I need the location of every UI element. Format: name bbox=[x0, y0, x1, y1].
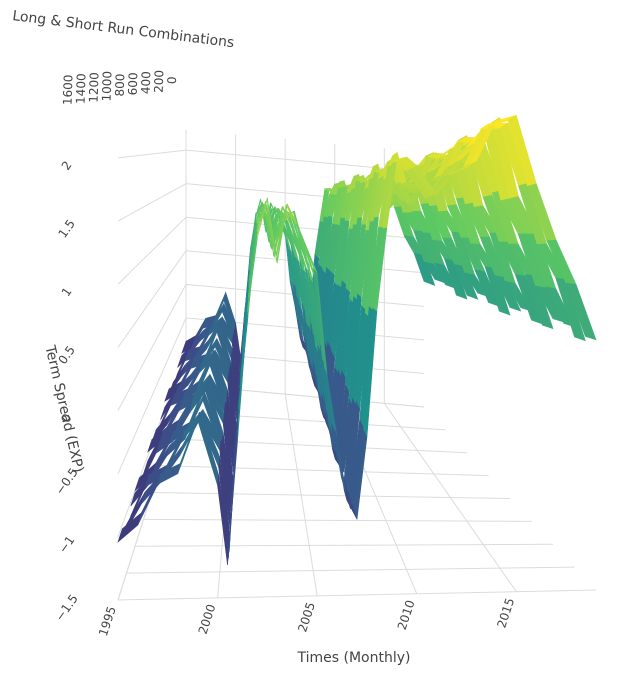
wall-grid-line bbox=[185, 216, 425, 240]
surface-patch bbox=[444, 258, 468, 300]
floor-grid-line bbox=[126, 566, 575, 574]
x-tick-label: 2015 bbox=[494, 596, 517, 629]
side-grid-line bbox=[117, 317, 187, 474]
x-axis-title: Times (Monthly) bbox=[297, 650, 411, 666]
z-tick-label: −1 bbox=[56, 533, 78, 556]
y-tick-label: 200 bbox=[152, 70, 167, 93]
surface-patch bbox=[555, 277, 586, 342]
z-tick-label: 1 bbox=[59, 285, 75, 299]
y-tick-label: 0 bbox=[165, 76, 179, 84]
side-grid-line bbox=[117, 216, 187, 285]
x-tick-label: 2005 bbox=[295, 600, 318, 633]
y-axis-title: Long & Short Run Combinations bbox=[12, 8, 236, 51]
surface bbox=[117, 114, 597, 565]
side-grid-line bbox=[117, 183, 187, 222]
y-tick-label: 600 bbox=[126, 72, 141, 95]
floor-grid-line bbox=[383, 403, 517, 592]
y-tick-label: 1400 bbox=[73, 73, 88, 104]
surface-patch bbox=[454, 264, 479, 300]
y-tick-label: 400 bbox=[139, 71, 154, 94]
floor-grid-line bbox=[143, 518, 532, 522]
floor-grid-line bbox=[160, 465, 489, 477]
z-tick-label: 2 bbox=[59, 158, 75, 172]
y-tick-label: 1200 bbox=[86, 72, 101, 103]
surface-patch bbox=[494, 275, 522, 312]
y-tick-label: 1000 bbox=[99, 71, 114, 102]
x-tick-label: 2000 bbox=[196, 603, 219, 636]
y-tick-label: 1600 bbox=[60, 74, 75, 105]
x-tick-label: 1995 bbox=[96, 605, 119, 638]
floor-grid-line bbox=[117, 589, 597, 601]
side-grid-line bbox=[117, 250, 187, 348]
wall-grid-line bbox=[185, 250, 425, 274]
floor-grid-line bbox=[284, 394, 318, 596]
x-axis-ticks: 1995 2000 2005 2010 2015 bbox=[96, 596, 517, 638]
floor-grid-line bbox=[151, 492, 511, 499]
z-tick-label: 1.5 bbox=[56, 217, 78, 241]
side-grid-line bbox=[117, 284, 187, 411]
y-tick-label: 800 bbox=[113, 73, 128, 96]
side-grid-line bbox=[117, 149, 187, 159]
surface-patch bbox=[565, 282, 597, 341]
x-tick-label: 2010 bbox=[395, 598, 418, 631]
z-tick-label: −1.5 bbox=[53, 592, 81, 624]
surface-patch bbox=[413, 252, 436, 287]
floor-grid-line bbox=[134, 543, 554, 547]
